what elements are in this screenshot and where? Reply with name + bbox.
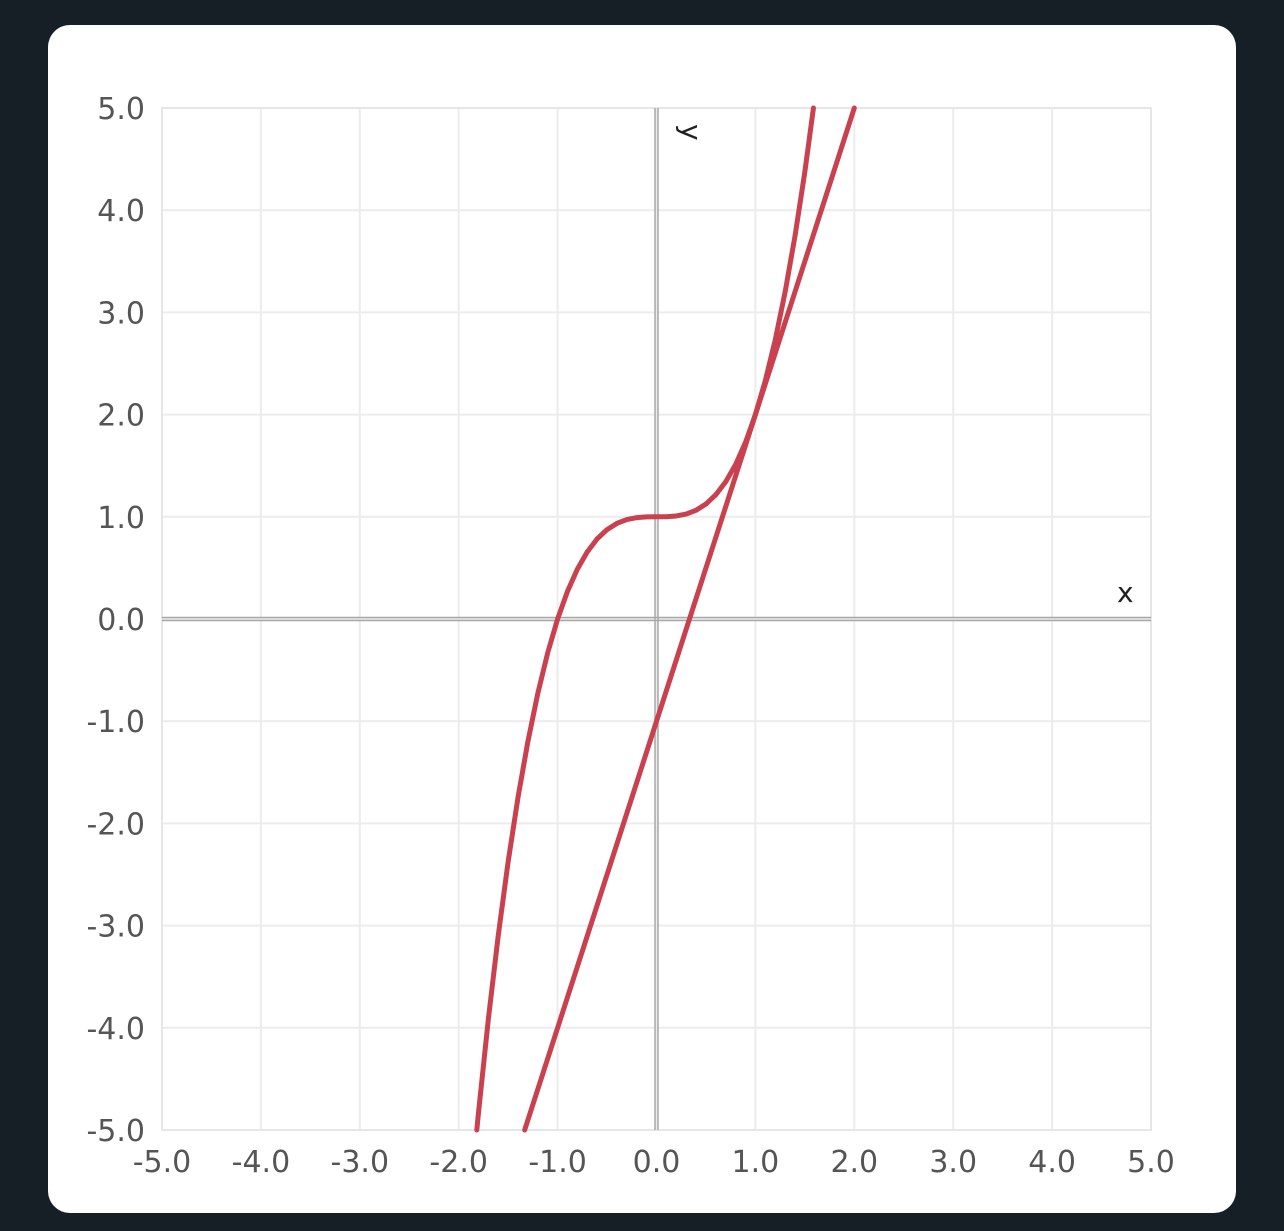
y-tick-label: 2.0 — [97, 399, 145, 434]
y-tick-label: -4.0 — [86, 1012, 145, 1047]
y-tick-label: -1.0 — [86, 705, 145, 740]
y-tick-label: 0.0 — [97, 603, 145, 638]
y-tick-label: -3.0 — [86, 910, 145, 945]
x-tick-label: 1.0 — [732, 1145, 780, 1180]
x-tick-label: 3.0 — [929, 1145, 977, 1180]
x-tick-label: -3.0 — [331, 1145, 390, 1180]
axes — [162, 108, 1151, 1130]
y-tick-label: 1.0 — [97, 501, 145, 536]
y-tick-label: 5.0 — [97, 92, 145, 127]
y-tick-label: 3.0 — [97, 296, 145, 331]
x-tick-label: 5.0 — [1127, 1145, 1175, 1180]
x-tick-label: 4.0 — [1028, 1145, 1076, 1180]
x-tick-label: -4.0 — [232, 1145, 291, 1180]
x-tick-label: 0.0 — [633, 1145, 681, 1180]
tick-labels: -5.0 -4.0 -3.0 -2.0 -1.0 0.0 1.0 2.0 3.0 4.0 5.0 5.… — [86, 92, 1174, 1180]
grid — [161, 107, 1152, 1131]
y-axis-label: y — [675, 124, 708, 141]
x-tick-label: 2.0 — [830, 1145, 878, 1180]
x-tick-label: -1.0 — [528, 1145, 587, 1180]
x-tick-label: -2.0 — [429, 1145, 488, 1180]
y-tick-label: -5.0 — [86, 1114, 145, 1149]
x-axis-label: x — [1117, 576, 1134, 609]
plot-border — [161, 107, 1152, 1131]
y-tick-label: -2.0 — [86, 807, 145, 842]
series-group — [474, 105, 857, 1133]
x-tick-label: -5.0 — [133, 1145, 192, 1180]
y-tick-label: 4.0 — [97, 194, 145, 229]
series-line-2 — [522, 105, 857, 1133]
